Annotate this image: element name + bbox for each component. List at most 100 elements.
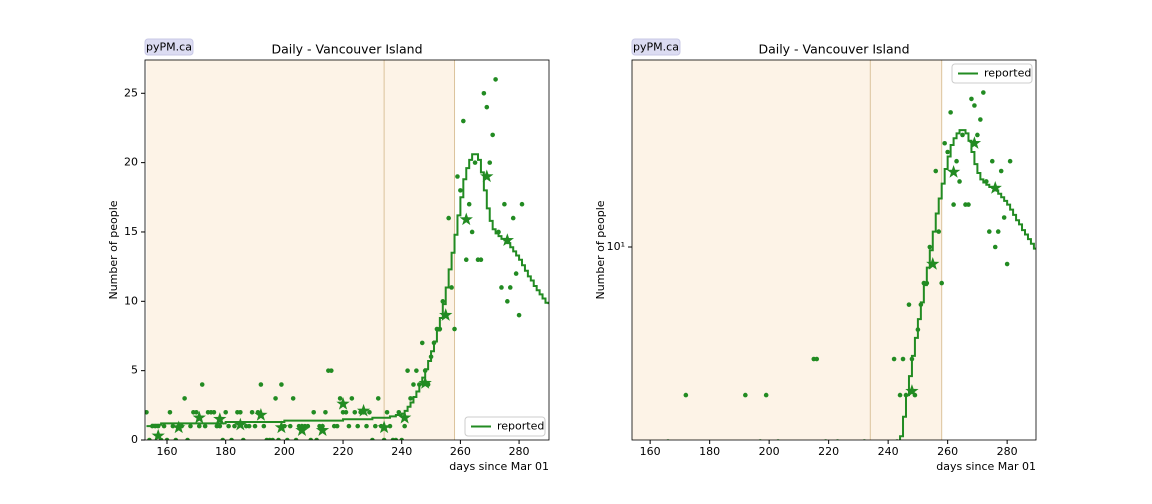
weekly-star <box>946 165 961 178</box>
daily-point <box>989 158 995 164</box>
daily-point <box>481 90 487 96</box>
daily-point <box>145 409 149 415</box>
daily-point <box>995 229 1001 234</box>
daily-point <box>936 229 942 234</box>
chart-title: Daily - Vancouver Island <box>271 42 422 57</box>
daily-point <box>458 188 463 193</box>
x-tick-label: 160 <box>640 445 661 458</box>
daily-point <box>516 312 522 318</box>
daily-point <box>346 423 352 429</box>
weekly-star <box>905 384 919 397</box>
x-tick-label: 260 <box>450 445 471 458</box>
daily-point <box>463 257 469 263</box>
daily-point <box>493 77 498 82</box>
daily-point <box>900 356 906 362</box>
weekly-star <box>926 257 940 270</box>
x-tick-label: 240 <box>391 445 412 458</box>
daily-point <box>349 396 355 401</box>
weekly-star <box>356 403 371 417</box>
daily-point <box>170 423 176 429</box>
daily-point <box>249 409 255 415</box>
daily-point <box>232 423 237 429</box>
y-axis-label: Number of people <box>594 200 607 299</box>
daily-point <box>261 423 267 429</box>
daily-point <box>969 96 974 102</box>
weekly-star <box>172 420 186 434</box>
daily-point <box>211 409 217 415</box>
daily-point <box>367 409 372 415</box>
daily-point <box>311 409 317 415</box>
weekly-star <box>233 417 248 431</box>
daily-point <box>182 396 187 401</box>
daily-point <box>891 356 897 362</box>
weekly-star <box>967 136 982 149</box>
weekly-star <box>213 412 227 425</box>
weekly-star <box>397 410 412 424</box>
daily-point <box>305 423 311 429</box>
x-tick-label: 180 <box>699 445 720 458</box>
daily-point <box>924 280 930 286</box>
daily-point <box>355 423 361 429</box>
weekly-star <box>822 458 835 471</box>
daily-point <box>951 202 956 207</box>
daily-point <box>167 409 173 415</box>
daily-point <box>329 368 334 373</box>
daily-point <box>337 396 343 401</box>
daily-point <box>387 423 393 429</box>
subplot: 160 180 200 220 240 260 280 10¹ Daily - Vancouve… <box>594 38 1037 493</box>
daily-point <box>487 160 493 165</box>
daily-point <box>452 326 457 332</box>
daily-point <box>455 174 460 179</box>
daily-point <box>856 488 861 493</box>
daily-point <box>992 244 998 250</box>
daily-point <box>998 168 1004 174</box>
daily-point <box>942 140 947 146</box>
weekly-star <box>480 169 494 183</box>
daily-point <box>164 437 170 440</box>
plot-area <box>145 60 549 440</box>
x-tick-label: 220 <box>333 445 354 458</box>
daily-point <box>507 285 513 290</box>
daily-point <box>478 257 484 263</box>
y-tick-label: 20 <box>124 156 138 169</box>
daily-point <box>761 488 766 493</box>
daily-point <box>918 302 924 307</box>
daily-point <box>173 437 179 440</box>
x-tick-label: 240 <box>878 445 899 458</box>
weekly-star <box>500 233 514 246</box>
daily-point <box>411 382 416 387</box>
daily-point <box>490 132 495 138</box>
chart-title: Daily - Vancouver Island <box>758 42 909 57</box>
daily-point <box>954 158 959 164</box>
daily-point <box>185 437 190 440</box>
weekly-star <box>336 396 350 410</box>
daily-point <box>293 437 299 440</box>
weekly-star <box>377 420 391 434</box>
daily-point <box>981 90 986 95</box>
daily-point <box>437 326 443 332</box>
shaded-span <box>146 60 385 440</box>
weekly-star <box>988 181 1002 194</box>
badge: pyPM.ca <box>633 41 679 54</box>
daily-point <box>375 396 381 401</box>
daily-point <box>466 201 472 207</box>
x-tick-label: 220 <box>818 445 839 458</box>
daily-point <box>258 382 264 387</box>
daily-point <box>252 423 258 429</box>
daily-point <box>948 110 953 115</box>
daily-point <box>957 179 962 184</box>
daily-point <box>279 382 284 387</box>
subplot: 160 180 200 220 240 260 280 0 5 10 15 20 25 Daily - V… <box>107 38 550 473</box>
daily-point <box>314 437 319 440</box>
weekly-star <box>295 423 309 436</box>
daily-point <box>960 132 965 138</box>
daily-point <box>630 488 635 493</box>
daily-point <box>419 340 425 346</box>
x-tick-label: 260 <box>937 445 958 458</box>
y-tick-label: 0 <box>131 433 138 446</box>
weekly-star <box>192 410 206 424</box>
daily-point <box>229 437 234 440</box>
x-tick-label: 280 <box>997 445 1018 458</box>
daily-point <box>800 488 805 493</box>
daily-point <box>461 118 466 124</box>
